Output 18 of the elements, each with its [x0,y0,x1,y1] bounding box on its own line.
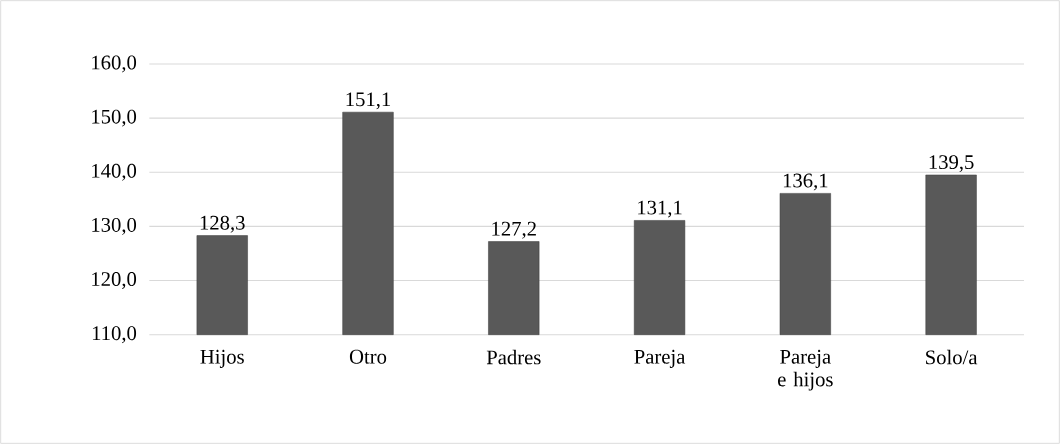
x-tick-label: Hijos [200,349,244,368]
y-tick-label: 140,0 [92,163,137,181]
y-tick-label: 130,0 [92,217,137,235]
x-tick-label: Pareja e hijos [778,349,833,391]
y-tick-label: 150,0 [92,109,137,127]
y-tick-label: 160,0 [92,55,137,73]
data-label: 128,3 [200,215,245,233]
x-tick-label: Pareja [634,349,686,368]
y-tick-label: 110,0 [92,326,137,344]
y-tick-label: 120,0 [92,272,137,289]
data-label: 136,1 [783,173,828,191]
x-tick-label: Solo/a [926,349,978,365]
data-label: 139,5 [929,155,974,173]
data-label: 127,2 [492,221,536,239]
data-label: 151,1 [346,92,391,110]
x-tick-label: Padres [486,349,541,365]
data-label: 131,1 [638,200,682,218]
x-tick-label: Otro [349,349,387,364]
